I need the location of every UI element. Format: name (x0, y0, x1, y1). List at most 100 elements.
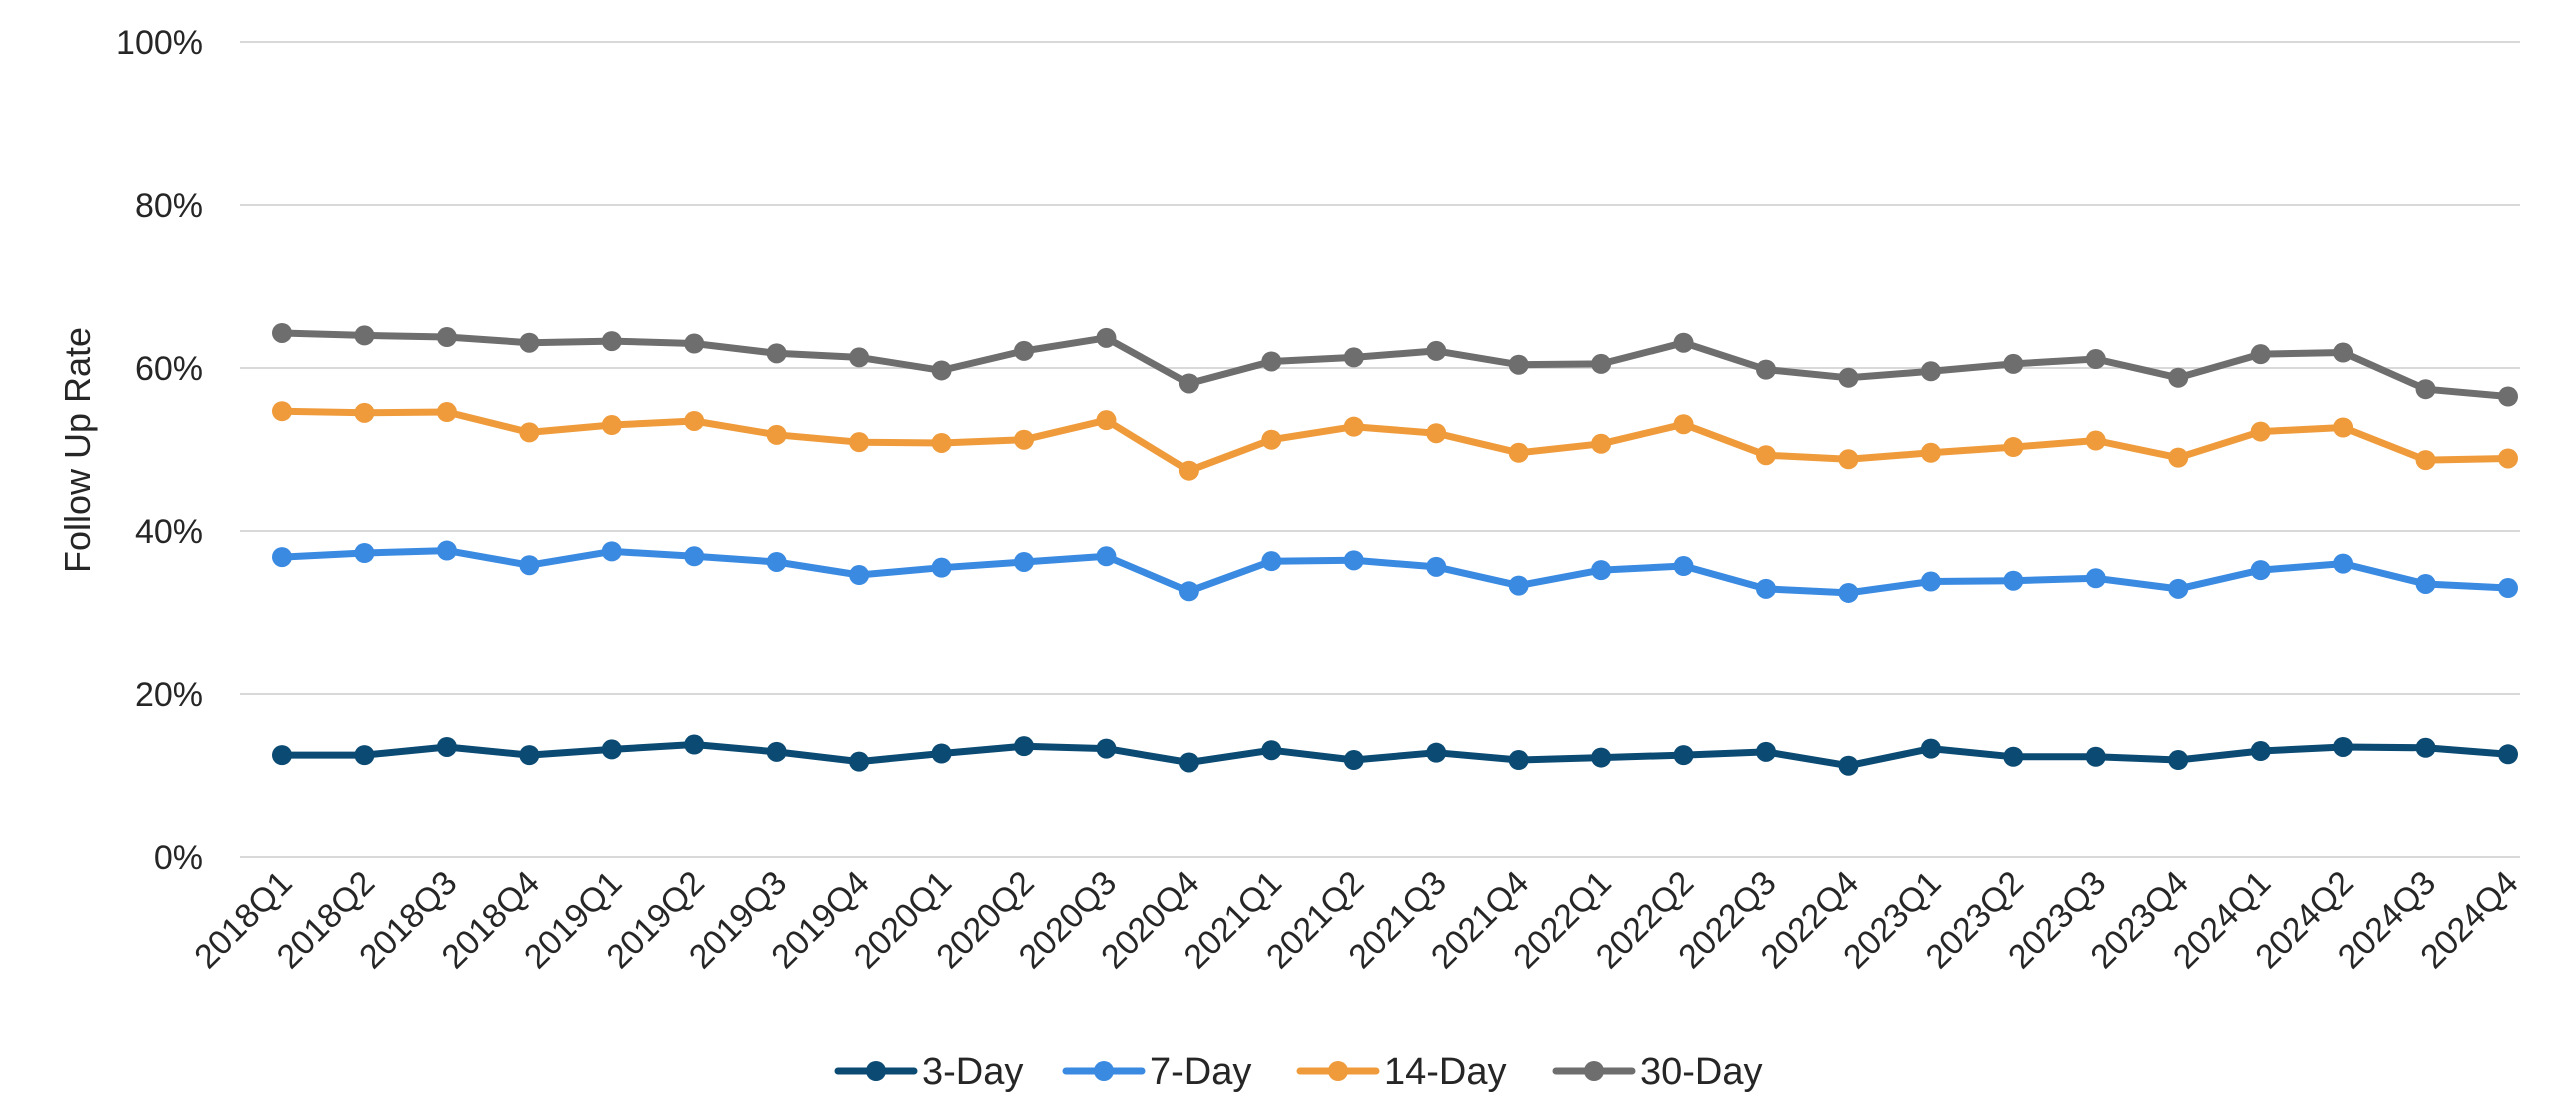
data-point (1096, 327, 1117, 348)
data-point (2415, 737, 2436, 758)
series-line (278, 547, 2512, 597)
data-point (1343, 416, 1364, 437)
data-point (436, 540, 457, 561)
data-point (1591, 747, 1612, 768)
data-point (1178, 752, 1199, 773)
data-point (601, 541, 622, 562)
legend-swatch-marker (1584, 1061, 1604, 1081)
y-tick-label: 60% (135, 350, 203, 388)
y-tick-label: 20% (135, 676, 203, 714)
data-point (1426, 340, 1447, 361)
data-point (766, 551, 787, 572)
data-point (1756, 359, 1776, 380)
legend-label: 7-Day (1150, 1051, 1251, 1093)
x-axis-tick-labels: 2018Q12018Q22018Q32018Q42019Q12019Q22019… (187, 864, 2525, 976)
data-point (1838, 367, 1859, 388)
data-point (2003, 570, 2024, 591)
data-point (436, 736, 457, 757)
data-point (2003, 437, 2024, 458)
data-point (931, 743, 952, 764)
data-point (1014, 429, 1034, 450)
data-point (849, 347, 870, 368)
data-point (1508, 575, 1529, 596)
data-point (1426, 742, 1447, 763)
gridlines (240, 41, 2520, 858)
y-tick-label: 80% (135, 187, 203, 225)
data-point (766, 741, 787, 762)
data-point (2498, 578, 2518, 599)
data-point (931, 360, 952, 381)
data-point (2250, 560, 2271, 581)
data-point (354, 402, 375, 423)
data-point (1096, 738, 1117, 759)
data-point (601, 331, 622, 352)
data-point (2168, 750, 2189, 771)
data-point (1096, 546, 1117, 567)
data-point (519, 422, 540, 443)
data-point (1178, 460, 1199, 481)
data-point (2333, 342, 2354, 363)
data-point (354, 325, 375, 346)
data-point (1920, 442, 1941, 463)
data-point (1920, 361, 1941, 382)
data-point (2498, 386, 2518, 407)
series-3-day (272, 734, 2518, 776)
legend-item-14-day: 14-Day (1296, 1051, 1507, 1093)
data-point (272, 322, 292, 343)
data-point (1426, 556, 1447, 577)
data-point (2168, 447, 2189, 468)
data-point (1014, 736, 1034, 757)
data-point (601, 415, 622, 436)
data-point (2085, 349, 2106, 370)
data-point (1261, 429, 1282, 450)
data-point (1014, 551, 1034, 572)
data-point (1756, 445, 1776, 466)
y-tick-label: 40% (135, 513, 203, 551)
data-point (272, 745, 292, 766)
data-point (1920, 738, 1941, 759)
data-point (2168, 578, 2189, 599)
data-point (1096, 410, 1117, 431)
data-point (1508, 750, 1529, 771)
legend: 3-Day 7-Day 14-Day 30-Day (834, 1051, 1763, 1093)
data-point (519, 332, 540, 353)
data-point (2003, 746, 2024, 767)
data-point (2333, 553, 2354, 574)
data-point (1261, 551, 1282, 572)
y-tick-label: 0% (154, 839, 203, 877)
data-point (2415, 573, 2436, 594)
data-point (1838, 449, 1859, 470)
data-point (354, 543, 375, 564)
series-30-day (272, 322, 2518, 407)
legend-swatch-marker (1094, 1061, 1114, 1081)
data-point (684, 546, 705, 567)
y-tick-label: 100% (116, 24, 203, 62)
data-point (2168, 367, 2189, 388)
data-point (2085, 746, 2106, 767)
data-point (2250, 344, 2271, 365)
data-point (272, 547, 292, 568)
series-line (278, 407, 2512, 475)
data-point (1014, 340, 1034, 361)
data-point (1508, 442, 1529, 463)
data-point (1178, 373, 1199, 394)
legend-label: 30-Day (1640, 1051, 1763, 1093)
data-point (1673, 745, 1694, 766)
y-axis-title: Follow Up Rate (57, 327, 98, 573)
data-point (1343, 750, 1364, 771)
data-point (1426, 423, 1447, 444)
data-point (2333, 417, 2354, 438)
data-point (2498, 744, 2518, 765)
data-point (1756, 741, 1776, 762)
series-7-day (272, 540, 2518, 603)
data-point (1591, 433, 1612, 454)
data-point (1756, 578, 1776, 599)
series-14-day (272, 401, 2518, 481)
data-point (1261, 351, 1282, 372)
data-point (1591, 560, 1612, 581)
data-point (684, 734, 705, 755)
series-line (278, 329, 2512, 400)
data-point (1261, 740, 1282, 761)
data-point (2498, 448, 2518, 469)
data-point (601, 739, 622, 760)
